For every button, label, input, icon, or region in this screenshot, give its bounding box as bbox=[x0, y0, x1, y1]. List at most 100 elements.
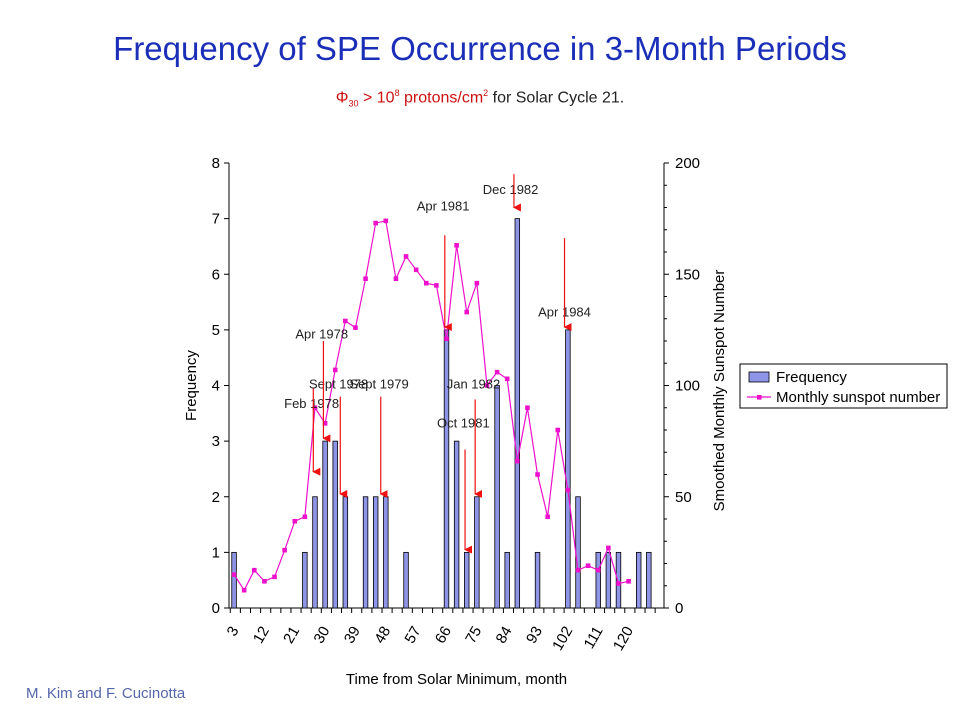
event-annotation-label: Dec 1982 bbox=[483, 182, 539, 197]
frequency-bar bbox=[605, 551, 612, 609]
sunspot-point bbox=[292, 518, 298, 524]
x-tick-label: 75 bbox=[462, 624, 485, 647]
sunspot-point bbox=[272, 574, 277, 580]
frequency-bar bbox=[494, 385, 500, 609]
frequency-bar bbox=[403, 551, 409, 609]
frequency-bar bbox=[595, 551, 601, 609]
x-tick-label: 93 bbox=[523, 624, 546, 647]
sunspot-point bbox=[413, 267, 419, 273]
event-annotation-label: Feb 1978 bbox=[284, 396, 339, 411]
sunspot-point bbox=[373, 220, 378, 226]
sunspot-point bbox=[474, 280, 480, 286]
frequency-bar bbox=[534, 551, 541, 609]
page-title: Frequency of SPE Occurrence in 3-Month P… bbox=[113, 30, 847, 67]
event-annotation-label: Oct 1981 bbox=[437, 416, 490, 431]
x-tick-label: 84 bbox=[493, 624, 516, 647]
subtitle-rest: for Solar Cycle 21. bbox=[488, 89, 625, 107]
sunspot-point bbox=[555, 427, 561, 433]
sunspot-point bbox=[423, 280, 429, 286]
frequency-bar bbox=[464, 551, 470, 609]
sunspot-point bbox=[241, 587, 247, 593]
x-tick-label: 120 bbox=[610, 624, 637, 654]
sunspot-point bbox=[353, 325, 358, 330]
frequency-bar bbox=[322, 440, 328, 609]
x-tick-label: 21 bbox=[280, 624, 303, 647]
x-tick-label: 66 bbox=[432, 624, 455, 647]
right-y-axis-label: Smoothed Monthly Sunspot Number bbox=[711, 270, 728, 512]
sunspot-point bbox=[504, 376, 510, 382]
sunspot-line bbox=[233, 220, 629, 592]
x-tick-label: 57 bbox=[402, 624, 425, 647]
x-tick-label: 39 bbox=[341, 624, 364, 647]
frequency-bar bbox=[362, 496, 369, 609]
sunspot-point bbox=[595, 567, 601, 573]
left-y-tick-label: 8 bbox=[212, 155, 220, 172]
frequency-bar bbox=[332, 440, 338, 609]
x-tick-label: 102 bbox=[549, 624, 576, 654]
sunspot-point bbox=[606, 545, 611, 551]
sunspot-point bbox=[322, 421, 328, 426]
sunspot-point bbox=[585, 563, 591, 569]
sunspot-point bbox=[484, 383, 490, 388]
x-tick-label: 48 bbox=[371, 624, 394, 647]
author-credit: M. Kim and F. Cucinotta bbox=[26, 685, 186, 702]
sunspot-point bbox=[343, 318, 348, 324]
right-y-tick-label: 100 bbox=[675, 378, 700, 395]
x-tick-label: 30 bbox=[311, 624, 334, 647]
event-annotation-label: Apr 1981 bbox=[417, 199, 470, 214]
frequency-bar bbox=[514, 218, 521, 609]
sunspot-point bbox=[434, 283, 439, 288]
phi-subscript: 30 bbox=[348, 98, 359, 109]
sunspot-point bbox=[332, 367, 338, 373]
event-annotation-label: Sept 1979 bbox=[349, 377, 408, 392]
left-y-tick-label: 6 bbox=[212, 266, 220, 283]
event-annotation-label: Apr 1978 bbox=[295, 327, 348, 342]
right-y-tick-label: 50 bbox=[675, 489, 692, 506]
sunspot-point bbox=[535, 472, 540, 477]
frequency-bar bbox=[383, 496, 389, 609]
frequency-bar bbox=[575, 496, 581, 609]
left-y-tick-label: 0 bbox=[212, 600, 220, 617]
frequency-bar bbox=[342, 496, 349, 609]
frequency-bar bbox=[504, 551, 510, 609]
x-tick-label: 12 bbox=[250, 624, 273, 647]
sunspot-point bbox=[464, 309, 470, 315]
frequency-bar bbox=[636, 551, 642, 609]
frequency-bar bbox=[443, 329, 450, 609]
unit-text: protons/cm bbox=[399, 89, 484, 107]
legend-sunspot-marker bbox=[757, 395, 762, 400]
frequency-bar bbox=[302, 551, 308, 609]
frequency-bar bbox=[474, 496, 480, 609]
frequency-bar bbox=[372, 496, 379, 609]
left-y-tick-label: 3 bbox=[212, 433, 220, 450]
frequency-bar bbox=[312, 496, 318, 609]
phi-symbol: Φ bbox=[335, 89, 349, 107]
sunspot-point bbox=[302, 514, 308, 520]
left-y-axis-label: Frequency bbox=[183, 350, 200, 421]
frequency-bar bbox=[646, 551, 652, 609]
frequency-bar bbox=[453, 440, 460, 609]
sunspot-point bbox=[363, 276, 368, 281]
threshold-text: > 10 bbox=[358, 89, 395, 107]
unit-exponent: 2 bbox=[483, 88, 489, 98]
sunspot-point bbox=[626, 579, 631, 584]
sunspot-point bbox=[616, 581, 621, 586]
left-y-tick-label: 1 bbox=[212, 544, 220, 561]
sunspot-point bbox=[393, 276, 399, 281]
frequency-bar bbox=[565, 329, 571, 609]
frequency-bar bbox=[231, 551, 237, 609]
sunspot-point bbox=[262, 579, 267, 584]
threshold-exponent: 8 bbox=[394, 88, 400, 98]
legend-box bbox=[739, 363, 948, 409]
frequency-bar bbox=[615, 551, 622, 609]
sunspot-point bbox=[565, 487, 571, 493]
left-y-tick-label: 7 bbox=[212, 211, 220, 228]
event-annotation-label: Jan 1982 bbox=[447, 377, 501, 392]
legend-sunspot-label: Monthly sunspot number bbox=[776, 389, 940, 406]
right-y-tick-label: 200 bbox=[675, 155, 700, 172]
sunspot-point bbox=[575, 567, 581, 573]
left-y-tick-label: 5 bbox=[212, 322, 220, 339]
right-y-tick-label: 0 bbox=[675, 600, 683, 617]
sunspot-point bbox=[454, 243, 459, 248]
